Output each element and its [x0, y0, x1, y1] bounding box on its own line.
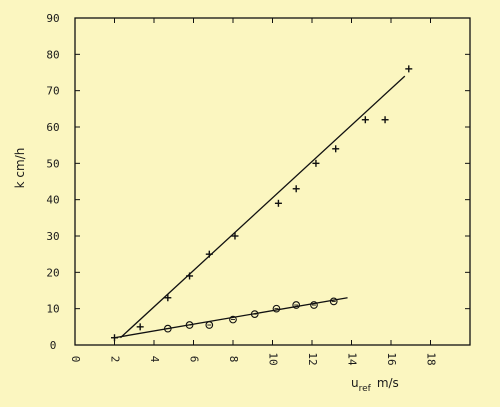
plus-marker — [405, 65, 413, 73]
plus-marker — [361, 116, 369, 124]
y-axis-title: k cm/h — [13, 148, 27, 189]
plus-marker — [292, 185, 300, 193]
circle-marker — [292, 301, 301, 309]
circle-marker — [205, 321, 214, 329]
plus-marker — [164, 294, 172, 302]
x-tick-label: 14 — [346, 352, 359, 366]
circle-marker — [250, 310, 259, 318]
x-tick-label: 10 — [267, 352, 280, 365]
plus-marker — [274, 199, 282, 207]
y-tick-label: 20 — [46, 266, 59, 279]
circle-marker — [185, 321, 194, 329]
plus-marker — [332, 145, 340, 153]
x-tick-label: 12 — [306, 352, 319, 365]
fit-line-series-1 — [114, 297, 348, 339]
x-tick-label: 18 — [425, 352, 438, 365]
fit-line-series-0 — [119, 75, 406, 339]
x-tick-label: 16 — [385, 352, 398, 365]
circle-marker — [229, 315, 237, 324]
y-tick-label: 0 — [50, 339, 57, 352]
y-tick-label: 50 — [46, 157, 59, 170]
x-axis-title-unit: m/s — [377, 376, 399, 390]
y-tick-label: 40 — [46, 194, 59, 207]
plot-frame — [74, 17, 471, 346]
y-tick-label: 30 — [46, 230, 59, 243]
plus-marker — [381, 116, 389, 124]
plus-marker — [205, 250, 213, 258]
plus-marker — [136, 323, 144, 331]
plus-marker — [312, 159, 320, 167]
x-tick-label: 2 — [109, 356, 122, 363]
x-tick-label: 6 — [188, 356, 201, 363]
y-tick-label: 60 — [46, 121, 59, 134]
x-tick-label: 4 — [148, 356, 161, 363]
plus-marker — [231, 232, 239, 240]
x-axis-title-symbol: u — [351, 376, 359, 390]
x-axis-title: uref m/s — [351, 376, 399, 394]
circle-marker — [329, 297, 338, 306]
x-tick-label: 0 — [69, 356, 82, 363]
circle-marker — [310, 301, 318, 309]
y-tick-label: 80 — [46, 48, 59, 61]
y-tick-label: 90 — [46, 12, 59, 25]
x-tick-label: 8 — [227, 356, 240, 363]
x-axis-title-subscript: ref — [359, 384, 372, 394]
y-tick-label: 10 — [46, 303, 59, 316]
y-tick-label: 70 — [46, 85, 59, 98]
plus-marker — [186, 272, 194, 280]
circle-marker — [163, 324, 172, 333]
circle-marker — [272, 304, 281, 313]
